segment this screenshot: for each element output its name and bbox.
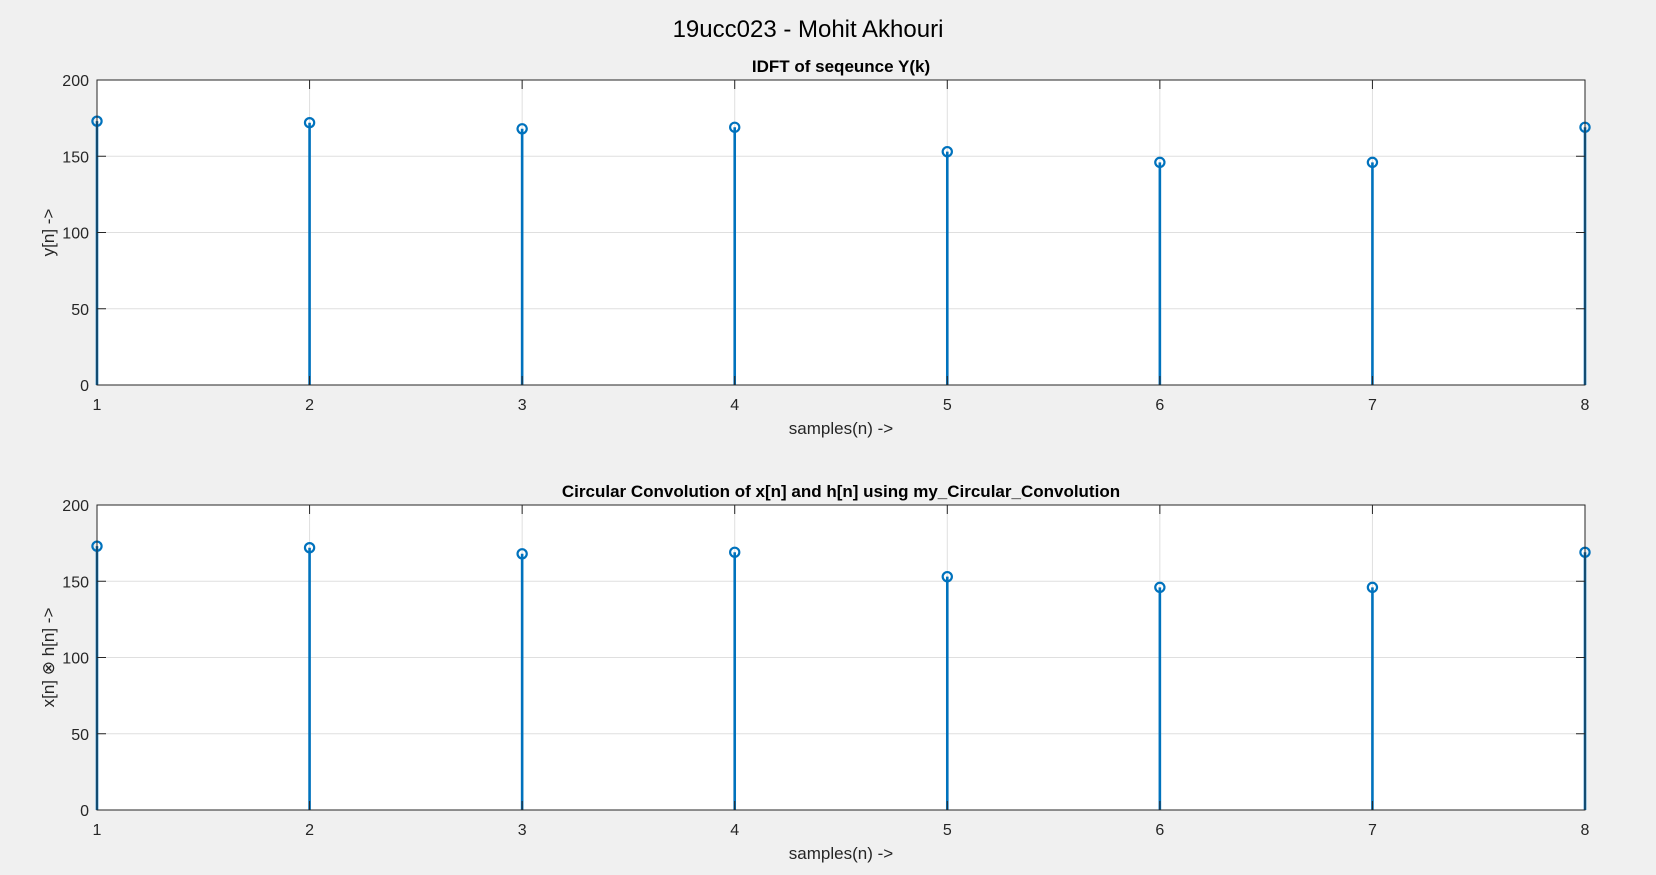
- x-tick-label: 2: [305, 822, 314, 839]
- x-tick-label: 4: [730, 397, 739, 414]
- x-tick-label: 2: [305, 397, 314, 414]
- y-tick-label: 150: [62, 574, 89, 591]
- x-tick-label: 4: [730, 822, 739, 839]
- x-tick-label: 6: [1155, 397, 1164, 414]
- x-tick-label: 7: [1368, 397, 1377, 414]
- y-tick-label: 100: [62, 226, 89, 243]
- x-tick-label: 5: [943, 397, 952, 414]
- stem-marker: [1154, 156, 1166, 169]
- axes-1-title: IDFT of seqeunce Y(k): [752, 57, 930, 76]
- y-tick-label: 150: [62, 149, 89, 166]
- stem-marker: [941, 570, 953, 583]
- x-tick-label: 8: [1581, 397, 1590, 414]
- y-tick-label: 50: [71, 302, 89, 319]
- stem-marker: [516, 548, 528, 560]
- stem-marker: [941, 145, 953, 158]
- axes-2-title: Circular Convolution of x[n] and h[n] us…: [562, 482, 1120, 501]
- x-tick-label: 3: [518, 397, 527, 414]
- stem-marker: [729, 546, 741, 558]
- axes-2-ylabel: x[n] ⊗ h[n] ->: [39, 608, 58, 708]
- stem-marker: [1366, 581, 1379, 594]
- stem-marker: [303, 116, 316, 129]
- axes-1-xlabel: samples(n) ->: [789, 419, 893, 438]
- stem-marker: [303, 542, 316, 554]
- x-tick-label: 1: [93, 397, 102, 414]
- y-tick-label: 0: [80, 803, 89, 820]
- y-tick-label: 100: [62, 651, 89, 668]
- y-tick-label: 0: [80, 378, 89, 395]
- x-tick-label: 6: [1155, 822, 1164, 839]
- axes-2-xlabel: samples(n) ->: [789, 844, 893, 863]
- y-tick-label: 50: [71, 727, 89, 744]
- axes-1-ylabel: y[n] ->: [39, 209, 58, 257]
- x-tick-label: 3: [518, 822, 527, 839]
- subplot-1: 1 2 3 4 5 6 7 8 0 50 100 150 200 IDFT of seqeunce Y(…: [39, 57, 1591, 438]
- stem-marker: [729, 121, 741, 133]
- x-tick-label: 8: [1581, 822, 1590, 839]
- y-tick-label: 200: [62, 498, 89, 515]
- y-tick-label: 200: [62, 73, 89, 90]
- x-tick-label: 5: [943, 822, 952, 839]
- stem-marker: [516, 123, 528, 135]
- x-tick-label: 7: [1368, 822, 1377, 839]
- x-tick-label: 1: [93, 822, 102, 839]
- axes-2-ticks: 1 2 3 4 5 6 7 8 0 50 100 150 200: [62, 498, 1589, 839]
- axes-1-ticks: 1 2 3 4 5 6 7 8 0 50 100 150 200: [62, 73, 1589, 414]
- stem-marker: [1366, 156, 1379, 169]
- figure-title: 19ucc023 - Mohit Akhouri: [673, 16, 944, 43]
- stem-marker: [1154, 581, 1166, 594]
- subplot-2: 1 2 3 4 5 6 7 8 0 50 100 150 200 Circular Convolutio…: [39, 482, 1591, 863]
